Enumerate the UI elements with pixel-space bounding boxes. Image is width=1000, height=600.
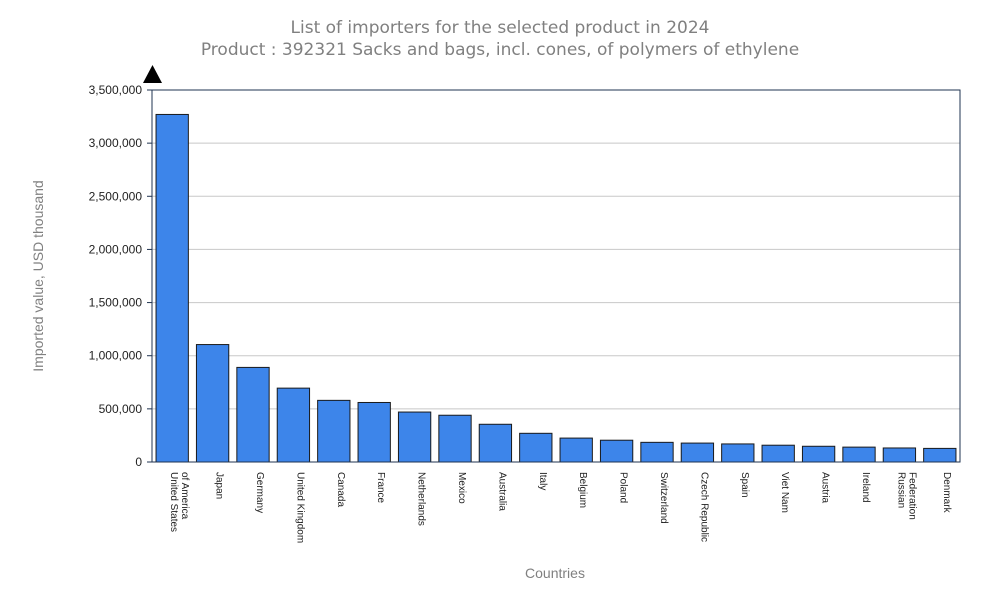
x-category-label: Australia (496, 472, 507, 511)
x-category-label: Spain (739, 472, 750, 498)
bar[interactable] (599, 439, 634, 463)
y-axis-arrow-icon (143, 65, 162, 83)
gridlines (152, 142, 960, 410)
bar[interactable] (276, 387, 311, 463)
x-category-labels: United Statesof America Japan Germany Unite… (168, 472, 952, 543)
y-tick-label: 3,000,000 (89, 136, 143, 150)
bar[interactable] (155, 113, 189, 463)
bar[interactable] (923, 447, 957, 463)
x-category-label: Germany (254, 472, 265, 513)
y-tick-label: 500,000 (99, 402, 143, 416)
bar[interactable] (721, 443, 755, 463)
bar[interactable] (195, 344, 230, 463)
x-category-label: Mexico (456, 472, 467, 504)
bar[interactable] (478, 423, 513, 463)
y-tick-label: 2,500,000 (89, 189, 143, 203)
x-category-label: United Statesof America (168, 472, 190, 532)
x-category-label: Austria (820, 472, 831, 504)
y-tick-labels: 0 500,000 1,000,000 1,500,000 2,000,000 2,500… (89, 83, 152, 469)
x-category-label: Netherlands (416, 472, 427, 526)
x-category-label: Ireland (860, 472, 871, 503)
bar[interactable] (882, 447, 917, 463)
bar[interactable] (559, 437, 593, 463)
x-category-label: Czech Republic (698, 472, 709, 542)
bar[interactable] (438, 414, 472, 463)
bar[interactable] (680, 442, 715, 463)
bar[interactable] (519, 432, 553, 463)
x-category-label: Japan (214, 472, 225, 499)
x-category-label: Viet Nam (779, 472, 790, 513)
bar[interactable] (761, 444, 795, 463)
plot-frame (151, 89, 961, 463)
x-category-label: United Kingdom (294, 472, 305, 543)
y-tick-label: 1,000,000 (89, 349, 143, 363)
bar[interactable] (357, 401, 391, 463)
y-tick-label: 3,500,000 (89, 83, 143, 97)
x-axis-title: Countries (525, 565, 585, 581)
x-category-label: Canada (335, 472, 346, 507)
x-category-label: Italy (537, 472, 548, 490)
y-tick-label: 0 (135, 455, 142, 469)
x-category-label: Belgium (577, 472, 588, 508)
y-tick-label: 2,000,000 (89, 242, 143, 256)
x-category-label: Denmark (941, 472, 952, 514)
bar[interactable] (317, 399, 351, 463)
chart-subtitle: Product : 392321 Sacks and bags, incl. c… (200, 40, 800, 60)
bar[interactable] (397, 411, 432, 463)
bar[interactable] (640, 441, 674, 463)
bars (155, 113, 957, 463)
bar[interactable] (842, 446, 876, 463)
x-category-label: Poland (618, 472, 629, 503)
bar[interactable] (801, 445, 836, 463)
y-axis-title: Imported value, USD thousand (30, 180, 46, 371)
x-category-label: Switzerland (658, 472, 669, 524)
bar[interactable] (236, 366, 270, 463)
y-tick-label: 1,500,000 (89, 296, 143, 310)
x-category-label: France (375, 472, 386, 504)
x-category-label: RussianFederation (895, 472, 917, 520)
chart-title: List of importers for the selected produ… (290, 18, 710, 38)
